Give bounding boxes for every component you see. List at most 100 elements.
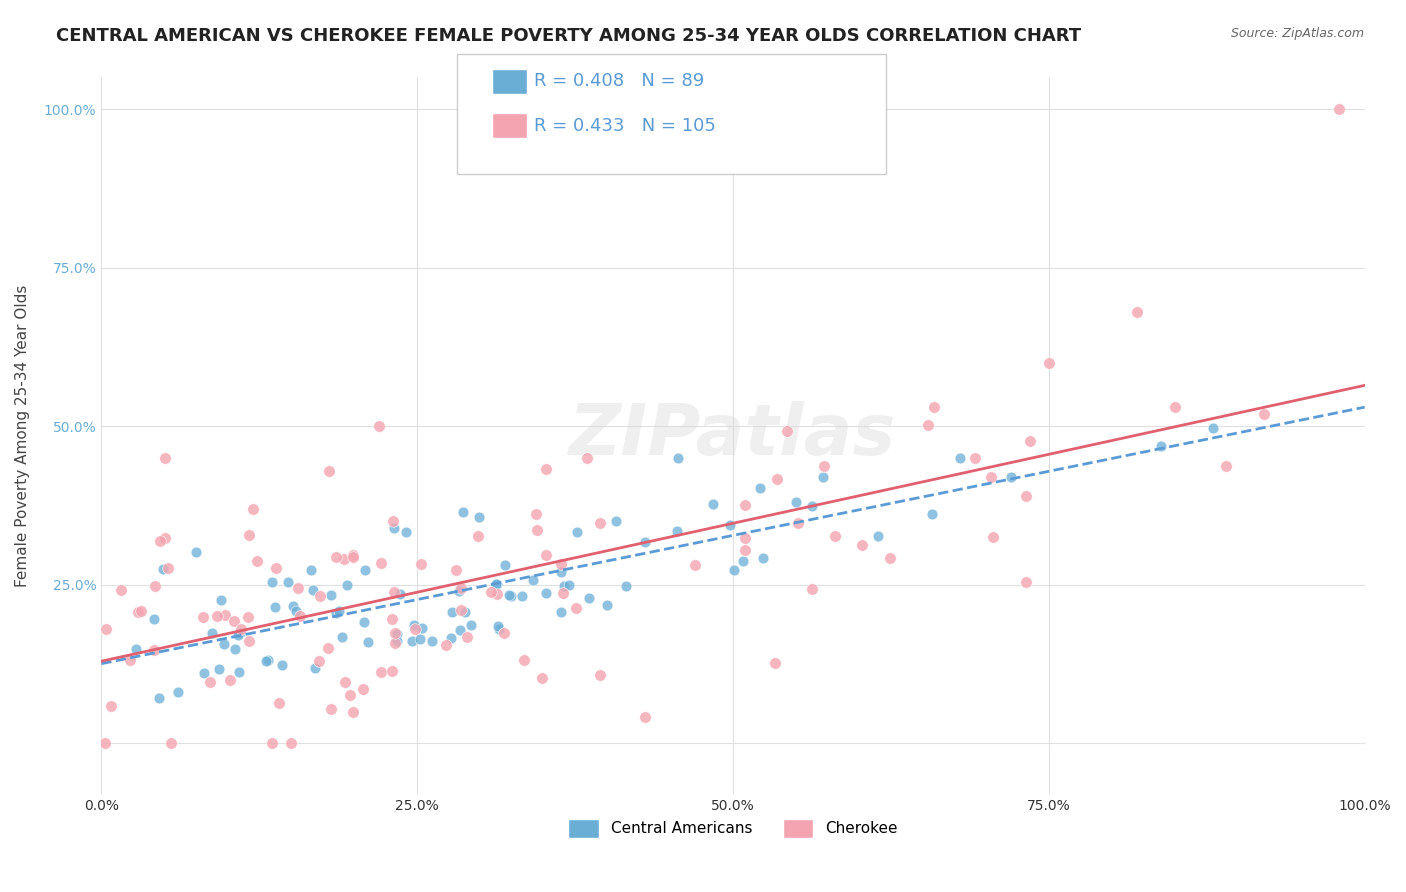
Point <box>245 554 267 568</box>
Point <box>167 684 190 698</box>
Point <box>800 499 823 513</box>
Point <box>264 600 287 615</box>
Point <box>404 617 426 632</box>
Text: CENTRAL AMERICAN VS CHEROKEE FEMALE POVERTY AMONG 25-34 YEAR OLDS CORRELATION CH: CENTRAL AMERICAN VS CHEROKEE FEMALE POVE… <box>56 27 1081 45</box>
Point <box>370 665 392 679</box>
Point <box>394 525 416 540</box>
Point <box>96 622 118 636</box>
Point <box>191 610 214 624</box>
Point <box>588 516 610 531</box>
Point <box>339 688 361 702</box>
Point <box>328 604 350 618</box>
Point <box>558 577 581 591</box>
Point <box>1150 439 1173 453</box>
Point <box>512 653 534 667</box>
Point <box>963 451 986 466</box>
Point <box>451 505 474 519</box>
Point <box>824 529 846 543</box>
Point <box>922 400 945 414</box>
Point <box>353 615 375 629</box>
Point <box>813 458 835 473</box>
Point <box>288 609 311 624</box>
Point <box>467 529 489 543</box>
Point <box>260 574 283 589</box>
Point <box>236 610 259 624</box>
Point <box>381 612 404 626</box>
Text: ZIPatlas: ZIPatlas <box>569 401 897 470</box>
Point <box>486 577 509 591</box>
Point <box>368 419 391 434</box>
Point <box>666 524 689 538</box>
Point <box>357 634 380 648</box>
Point <box>589 668 612 682</box>
Point <box>785 495 807 509</box>
Point <box>308 654 330 668</box>
Point <box>209 593 232 607</box>
Point <box>384 636 406 650</box>
Point <box>370 556 392 570</box>
Point <box>318 464 340 478</box>
Point <box>198 675 221 690</box>
Legend: Central Americans, Cherokee: Central Americans, Cherokee <box>562 813 904 844</box>
Point <box>530 671 553 685</box>
Text: R = 0.433   N = 105: R = 0.433 N = 105 <box>534 117 716 135</box>
Point <box>401 634 423 648</box>
Point <box>224 641 246 656</box>
Point <box>316 640 339 655</box>
Point <box>440 605 463 619</box>
Point <box>498 588 520 602</box>
Point <box>299 563 322 577</box>
Point <box>1038 356 1060 370</box>
Point <box>1253 407 1275 421</box>
Point <box>1202 420 1225 434</box>
Point <box>302 583 325 598</box>
Point <box>494 558 516 572</box>
Point <box>229 626 252 640</box>
Point <box>485 587 508 601</box>
Point <box>384 626 406 640</box>
Point <box>917 418 939 433</box>
Text: R = 0.408   N = 89: R = 0.408 N = 89 <box>534 72 704 90</box>
Point <box>485 577 508 591</box>
Point <box>342 548 364 562</box>
Point <box>342 706 364 720</box>
Point <box>449 624 471 638</box>
Point <box>404 622 426 636</box>
Point <box>605 514 627 528</box>
Point <box>851 538 873 552</box>
Point <box>354 562 377 576</box>
Point <box>110 582 132 597</box>
Point <box>157 560 180 574</box>
Point <box>207 609 229 624</box>
Point <box>450 603 472 617</box>
Point <box>201 626 224 640</box>
Point <box>254 654 277 668</box>
Point <box>683 558 706 572</box>
Point <box>1019 434 1042 448</box>
Point <box>749 481 772 495</box>
Point <box>228 665 250 680</box>
Point <box>309 589 332 603</box>
Point <box>143 643 166 657</box>
Point <box>93 736 115 750</box>
Point <box>450 581 472 595</box>
Point <box>486 619 509 633</box>
Point <box>325 606 347 620</box>
Point <box>277 575 299 590</box>
Point <box>526 523 548 537</box>
Point <box>381 515 404 529</box>
Point <box>127 605 149 619</box>
Point <box>479 584 502 599</box>
Point <box>734 542 756 557</box>
Point <box>595 599 617 613</box>
Point <box>634 534 657 549</box>
Point <box>287 581 309 595</box>
Point <box>983 530 1005 544</box>
Point <box>262 736 284 750</box>
Point <box>319 588 342 602</box>
Point <box>879 551 901 566</box>
Text: Source: ZipAtlas.com: Source: ZipAtlas.com <box>1230 27 1364 40</box>
Point <box>666 451 689 466</box>
Point <box>219 673 242 687</box>
Point <box>304 660 326 674</box>
